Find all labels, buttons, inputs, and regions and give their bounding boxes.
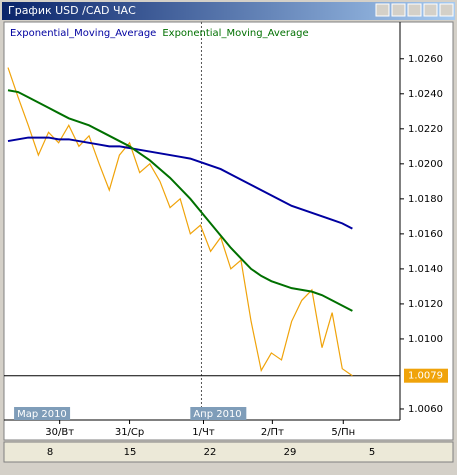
x-tick-label: 1/Чт — [192, 427, 215, 438]
title-bar — [2, 2, 455, 20]
y-tick-label: 1.0120 — [408, 299, 443, 310]
window-title: График USD /CAD ЧАС — [8, 4, 136, 17]
legend-entry: Exponential_Moving_Average — [162, 28, 308, 39]
series-line — [7, 136, 353, 230]
y-tick-label: 1.0140 — [408, 264, 443, 275]
y-tick-label: 1.0220 — [408, 124, 443, 135]
scroll-label: 8 — [47, 447, 53, 458]
help-button[interactable] — [375, 3, 390, 17]
scroll-label: 22 — [204, 447, 217, 458]
period-label: Мар 2010 — [17, 409, 67, 420]
y-tick-label: 1.0200 — [408, 159, 443, 170]
tile-button[interactable] — [391, 3, 406, 17]
legend-entry: Exponential_Moving_Average — [10, 28, 156, 39]
scroll-bar[interactable] — [3, 441, 454, 463]
scroll-label: 15 — [124, 447, 137, 458]
x-tick-label: 2/Пт — [261, 427, 284, 438]
period-label: Апр 2010 — [193, 409, 241, 420]
y-tick-label: 1.0060 — [408, 404, 443, 415]
x-tick-label: 5/Пн — [331, 427, 355, 438]
scroll-label: 5 — [369, 447, 375, 458]
minimize-button[interactable] — [407, 3, 422, 17]
maximize-button[interactable] — [423, 3, 438, 17]
series-line — [7, 67, 353, 377]
y-tick-label: 1.0240 — [408, 89, 443, 100]
window-buttons[interactable] — [375, 3, 454, 17]
series-line — [7, 89, 353, 312]
last-price-label: 1.0079 — [408, 371, 443, 382]
x-tick-label: 31/Ср — [115, 427, 144, 438]
scroll-label: 29 — [284, 447, 297, 458]
close-button[interactable] — [439, 3, 454, 17]
y-tick-label: 1.0260 — [408, 54, 443, 65]
y-tick-label: 1.0100 — [408, 334, 443, 345]
period-label-box — [14, 407, 71, 420]
y-tick-label: 1.0160 — [408, 229, 443, 240]
x-tick-label: 30/Вт — [45, 427, 74, 438]
chart-area — [3, 21, 454, 441]
last-price-box — [404, 368, 448, 383]
period-label-box — [190, 407, 247, 420]
y-tick-label: 1.0180 — [408, 194, 443, 205]
